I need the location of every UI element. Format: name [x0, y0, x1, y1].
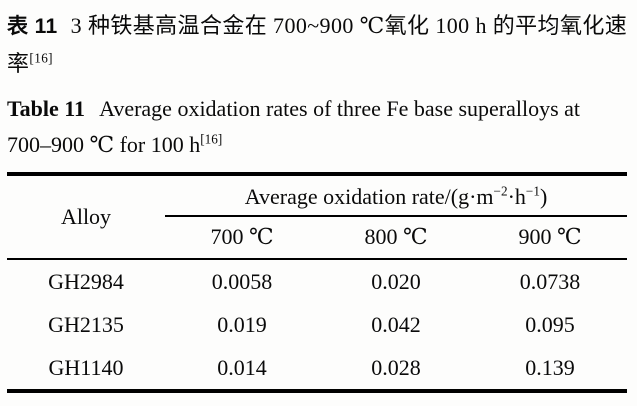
column-group-header-unit: Average oxidation rate/(g·m−2·h−1) — [165, 176, 627, 217]
table-row: GH1140 0.014 0.028 0.139 — [7, 346, 627, 389]
column-header-900c: 900 ℃ — [518, 224, 582, 249]
table-row: GH2984 0.0058 0.020 0.0738 — [7, 260, 627, 303]
caption-english: Table 11 Average oxidation rates of three… — [7, 91, 629, 163]
caption-text-zh: 3 种铁基高温合金在 700~900 ℃氧化 100 h 的平均氧化速率 — [7, 13, 628, 76]
rate-900c: 0.0738 — [519, 268, 581, 294]
citation-ref-en: [16] — [200, 131, 223, 147]
unit-mid: ·h — [507, 184, 526, 209]
table-header: Alloy Average oxidation rate/(g·m−2·h−1)… — [7, 176, 627, 260]
citation-ref-zh: [16] — [29, 50, 53, 66]
unit-suffix: ) — [539, 184, 548, 209]
column-header-700c: 700 ℃ — [210, 224, 274, 249]
column-header-alloy: Alloy — [60, 204, 112, 229]
rate-900c: 0.139 — [525, 354, 575, 380]
table-row: GH2135 0.019 0.042 0.095 — [7, 303, 627, 346]
unit-exponent-2: −1 — [525, 183, 540, 199]
oxidation-rate-table: Alloy Average oxidation rate/(g·m−2·h−1)… — [7, 172, 627, 393]
rate-700c: 0.0058 — [211, 268, 273, 294]
table-number-zh: 表 11 — [7, 15, 58, 38]
temperature-header-row: 700 ℃ 800 ℃ 900 ℃ — [165, 217, 627, 258]
rate-700c: 0.014 — [217, 354, 267, 380]
column-header-800c: 800 ℃ — [364, 224, 428, 249]
alloy-name: GH1140 — [48, 354, 124, 380]
alloy-name: GH2135 — [48, 311, 124, 337]
unit-prefix: Average oxidation rate/(g·m — [244, 184, 494, 209]
rate-700c: 0.019 — [217, 311, 267, 337]
caption-text-en: Average oxidation rates of three Fe base… — [7, 96, 581, 157]
rate-800c: 0.028 — [371, 354, 421, 380]
header-right-group: Average oxidation rate/(g·m−2·h−1) 700 ℃… — [165, 176, 627, 258]
rate-900c: 0.095 — [525, 311, 575, 337]
alloy-name: GH2984 — [48, 268, 124, 294]
table-number-en: Table 11 — [7, 96, 86, 121]
rate-800c: 0.042 — [371, 311, 421, 337]
caption-chinese: 表 11 3 种铁基高温合金在 700~900 ℃氧化 100 h 的平均氧化速率… — [7, 7, 629, 82]
unit-exponent-1: −2 — [493, 183, 508, 199]
rate-800c: 0.020 — [371, 268, 421, 294]
